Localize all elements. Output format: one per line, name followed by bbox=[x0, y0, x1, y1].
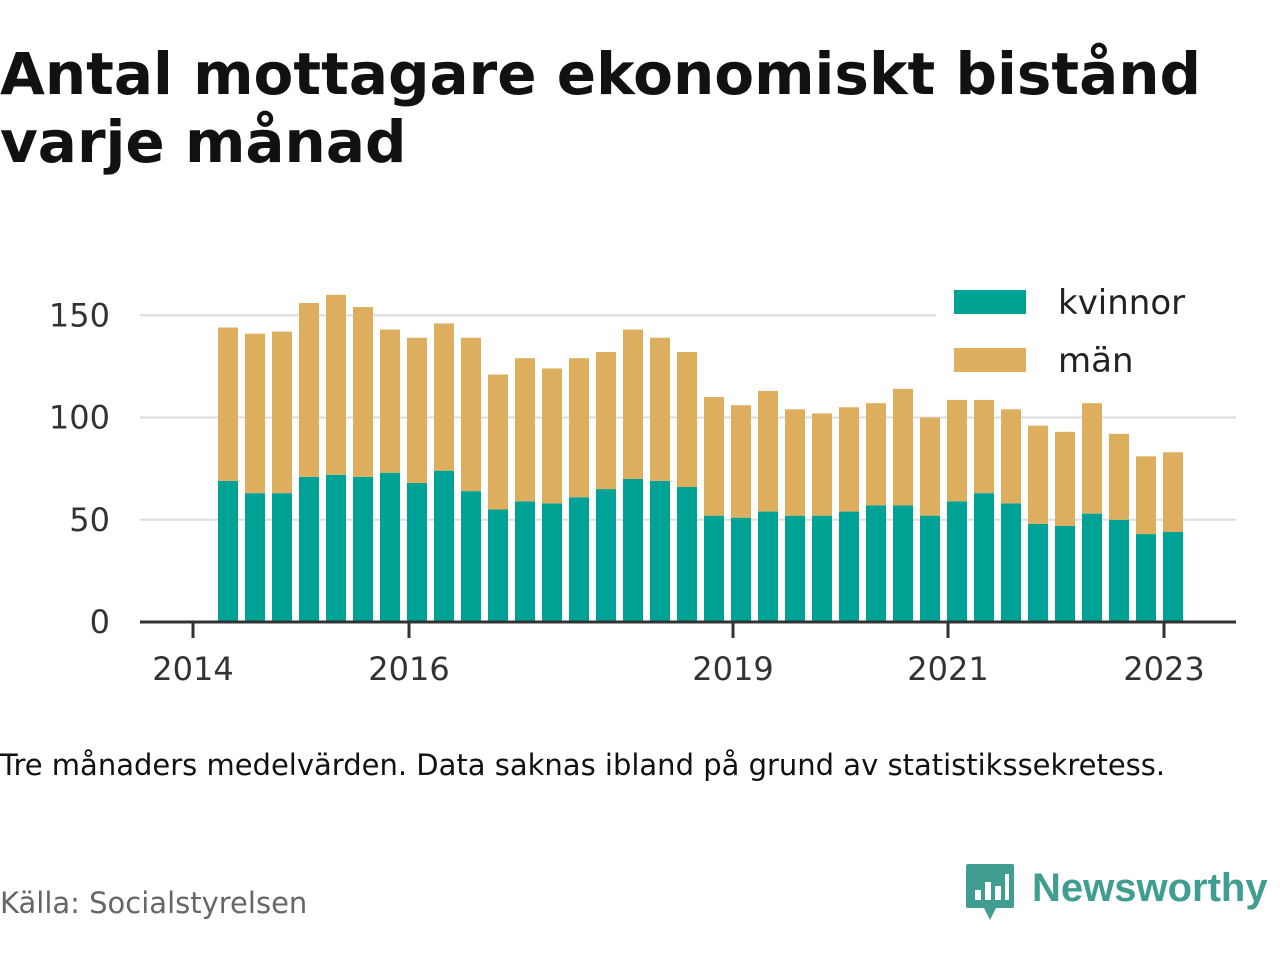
bar-man bbox=[1082, 403, 1102, 514]
bar-man bbox=[245, 333, 265, 494]
bar-man bbox=[542, 368, 562, 504]
x-tick-label: 2023 bbox=[1123, 650, 1204, 688]
bar-man bbox=[1109, 433, 1129, 520]
bar-kvinnor bbox=[1055, 525, 1075, 622]
bar-kvinnor bbox=[218, 480, 238, 622]
bar-kvinnor bbox=[1001, 503, 1021, 622]
y-tick-label: 150 bbox=[49, 296, 110, 334]
bar-kvinnor bbox=[1109, 519, 1129, 622]
bar-man bbox=[893, 388, 913, 506]
x-tick-label: 2021 bbox=[907, 650, 988, 688]
bar-kvinnor bbox=[245, 493, 265, 622]
bars bbox=[218, 294, 1183, 622]
bar-man bbox=[704, 397, 724, 516]
source-credit: Källa: Socialstyrelsen bbox=[0, 886, 308, 920]
bar-kvinnor bbox=[1028, 523, 1048, 622]
brand-name: Newsworthy bbox=[1032, 866, 1268, 910]
bar-kvinnor bbox=[812, 515, 832, 622]
bar-kvinnor bbox=[893, 505, 913, 622]
bar-kvinnor bbox=[299, 476, 319, 622]
bar-man bbox=[623, 329, 643, 479]
footnote: Tre månaders medelvärden. Data saknas ib… bbox=[0, 748, 1166, 782]
bar-kvinnor bbox=[1163, 532, 1183, 622]
x-tick-label: 2019 bbox=[692, 650, 773, 688]
bar-kvinnor bbox=[758, 511, 778, 622]
bar-man bbox=[866, 403, 886, 506]
bar-man bbox=[920, 417, 940, 516]
y-tick-label: 50 bbox=[69, 501, 110, 539]
bar-man bbox=[650, 337, 670, 481]
bar-kvinnor bbox=[785, 515, 805, 622]
bar-man bbox=[785, 409, 805, 516]
stacked-bar-chart: 0 50 100 150 2014 2016 2019 2021 2023 kvinnor män bbox=[48, 280, 1236, 688]
x-tick-label: 2014 bbox=[152, 650, 233, 688]
bar-man bbox=[353, 307, 373, 477]
bar-man bbox=[839, 407, 859, 512]
bar-man bbox=[974, 397, 994, 494]
bar-kvinnor bbox=[1136, 534, 1156, 622]
y-tick-label: 100 bbox=[49, 399, 110, 437]
bar-kvinnor bbox=[488, 509, 508, 622]
bar-man bbox=[515, 358, 535, 502]
bar-kvinnor bbox=[920, 515, 940, 622]
bar-man bbox=[434, 323, 454, 471]
bar-man bbox=[407, 337, 427, 483]
bar-man bbox=[1163, 452, 1183, 533]
bar-man bbox=[731, 405, 751, 518]
brand-logo[interactable]: Newsworthy bbox=[964, 862, 1276, 924]
bar-man bbox=[569, 358, 589, 498]
legend-label: män bbox=[1058, 341, 1134, 381]
bar-man bbox=[326, 294, 346, 475]
bar-man bbox=[758, 390, 778, 512]
bar-man bbox=[218, 327, 238, 481]
bar-kvinnor bbox=[434, 470, 454, 622]
bar-man bbox=[272, 331, 292, 494]
bar-man bbox=[812, 413, 832, 516]
bar-kvinnor bbox=[866, 505, 886, 622]
legend: kvinnor män bbox=[936, 280, 1236, 400]
bar-chart-speech-bubble-icon bbox=[966, 864, 1014, 920]
axes: 0 50 100 150 2014 2016 2019 2021 2023 bbox=[49, 296, 1236, 688]
legend-swatch bbox=[954, 348, 1026, 372]
y-tick-label: 0 bbox=[90, 603, 110, 641]
bar-man bbox=[677, 352, 697, 488]
legend-label: kvinnor bbox=[1058, 283, 1185, 323]
bar-kvinnor bbox=[974, 493, 994, 622]
bar-kvinnor bbox=[515, 501, 535, 622]
chart-title: Antal mottagare ekonomiskt bistånd varje… bbox=[0, 40, 1202, 176]
legend-swatch bbox=[954, 290, 1026, 314]
bar-kvinnor bbox=[677, 487, 697, 622]
bar-kvinnor bbox=[596, 489, 616, 622]
bar-man bbox=[1028, 425, 1048, 524]
bar-man bbox=[461, 337, 481, 492]
bar-kvinnor bbox=[272, 493, 292, 622]
bar-kvinnor bbox=[731, 517, 751, 622]
bar-man bbox=[488, 374, 508, 510]
bar-man bbox=[299, 302, 319, 477]
bar-kvinnor bbox=[542, 503, 562, 622]
bar-kvinnor bbox=[704, 515, 724, 622]
bar-man bbox=[947, 397, 967, 502]
bar-man bbox=[596, 352, 616, 490]
x-tick-label: 2016 bbox=[368, 650, 449, 688]
bar-man bbox=[1136, 456, 1156, 535]
bar-man bbox=[1001, 409, 1021, 504]
bar-kvinnor bbox=[650, 480, 670, 622]
bar-kvinnor bbox=[623, 478, 643, 622]
bar-kvinnor bbox=[353, 476, 373, 622]
bar-kvinnor bbox=[947, 501, 967, 622]
bar-man bbox=[1055, 431, 1075, 526]
bar-man bbox=[380, 329, 400, 473]
bar-kvinnor bbox=[407, 482, 427, 622]
bar-kvinnor bbox=[569, 497, 589, 622]
bar-kvinnor bbox=[380, 472, 400, 622]
bar-kvinnor bbox=[326, 474, 346, 622]
bar-kvinnor bbox=[1082, 513, 1102, 622]
bar-kvinnor bbox=[461, 491, 481, 622]
bar-kvinnor bbox=[839, 511, 859, 622]
